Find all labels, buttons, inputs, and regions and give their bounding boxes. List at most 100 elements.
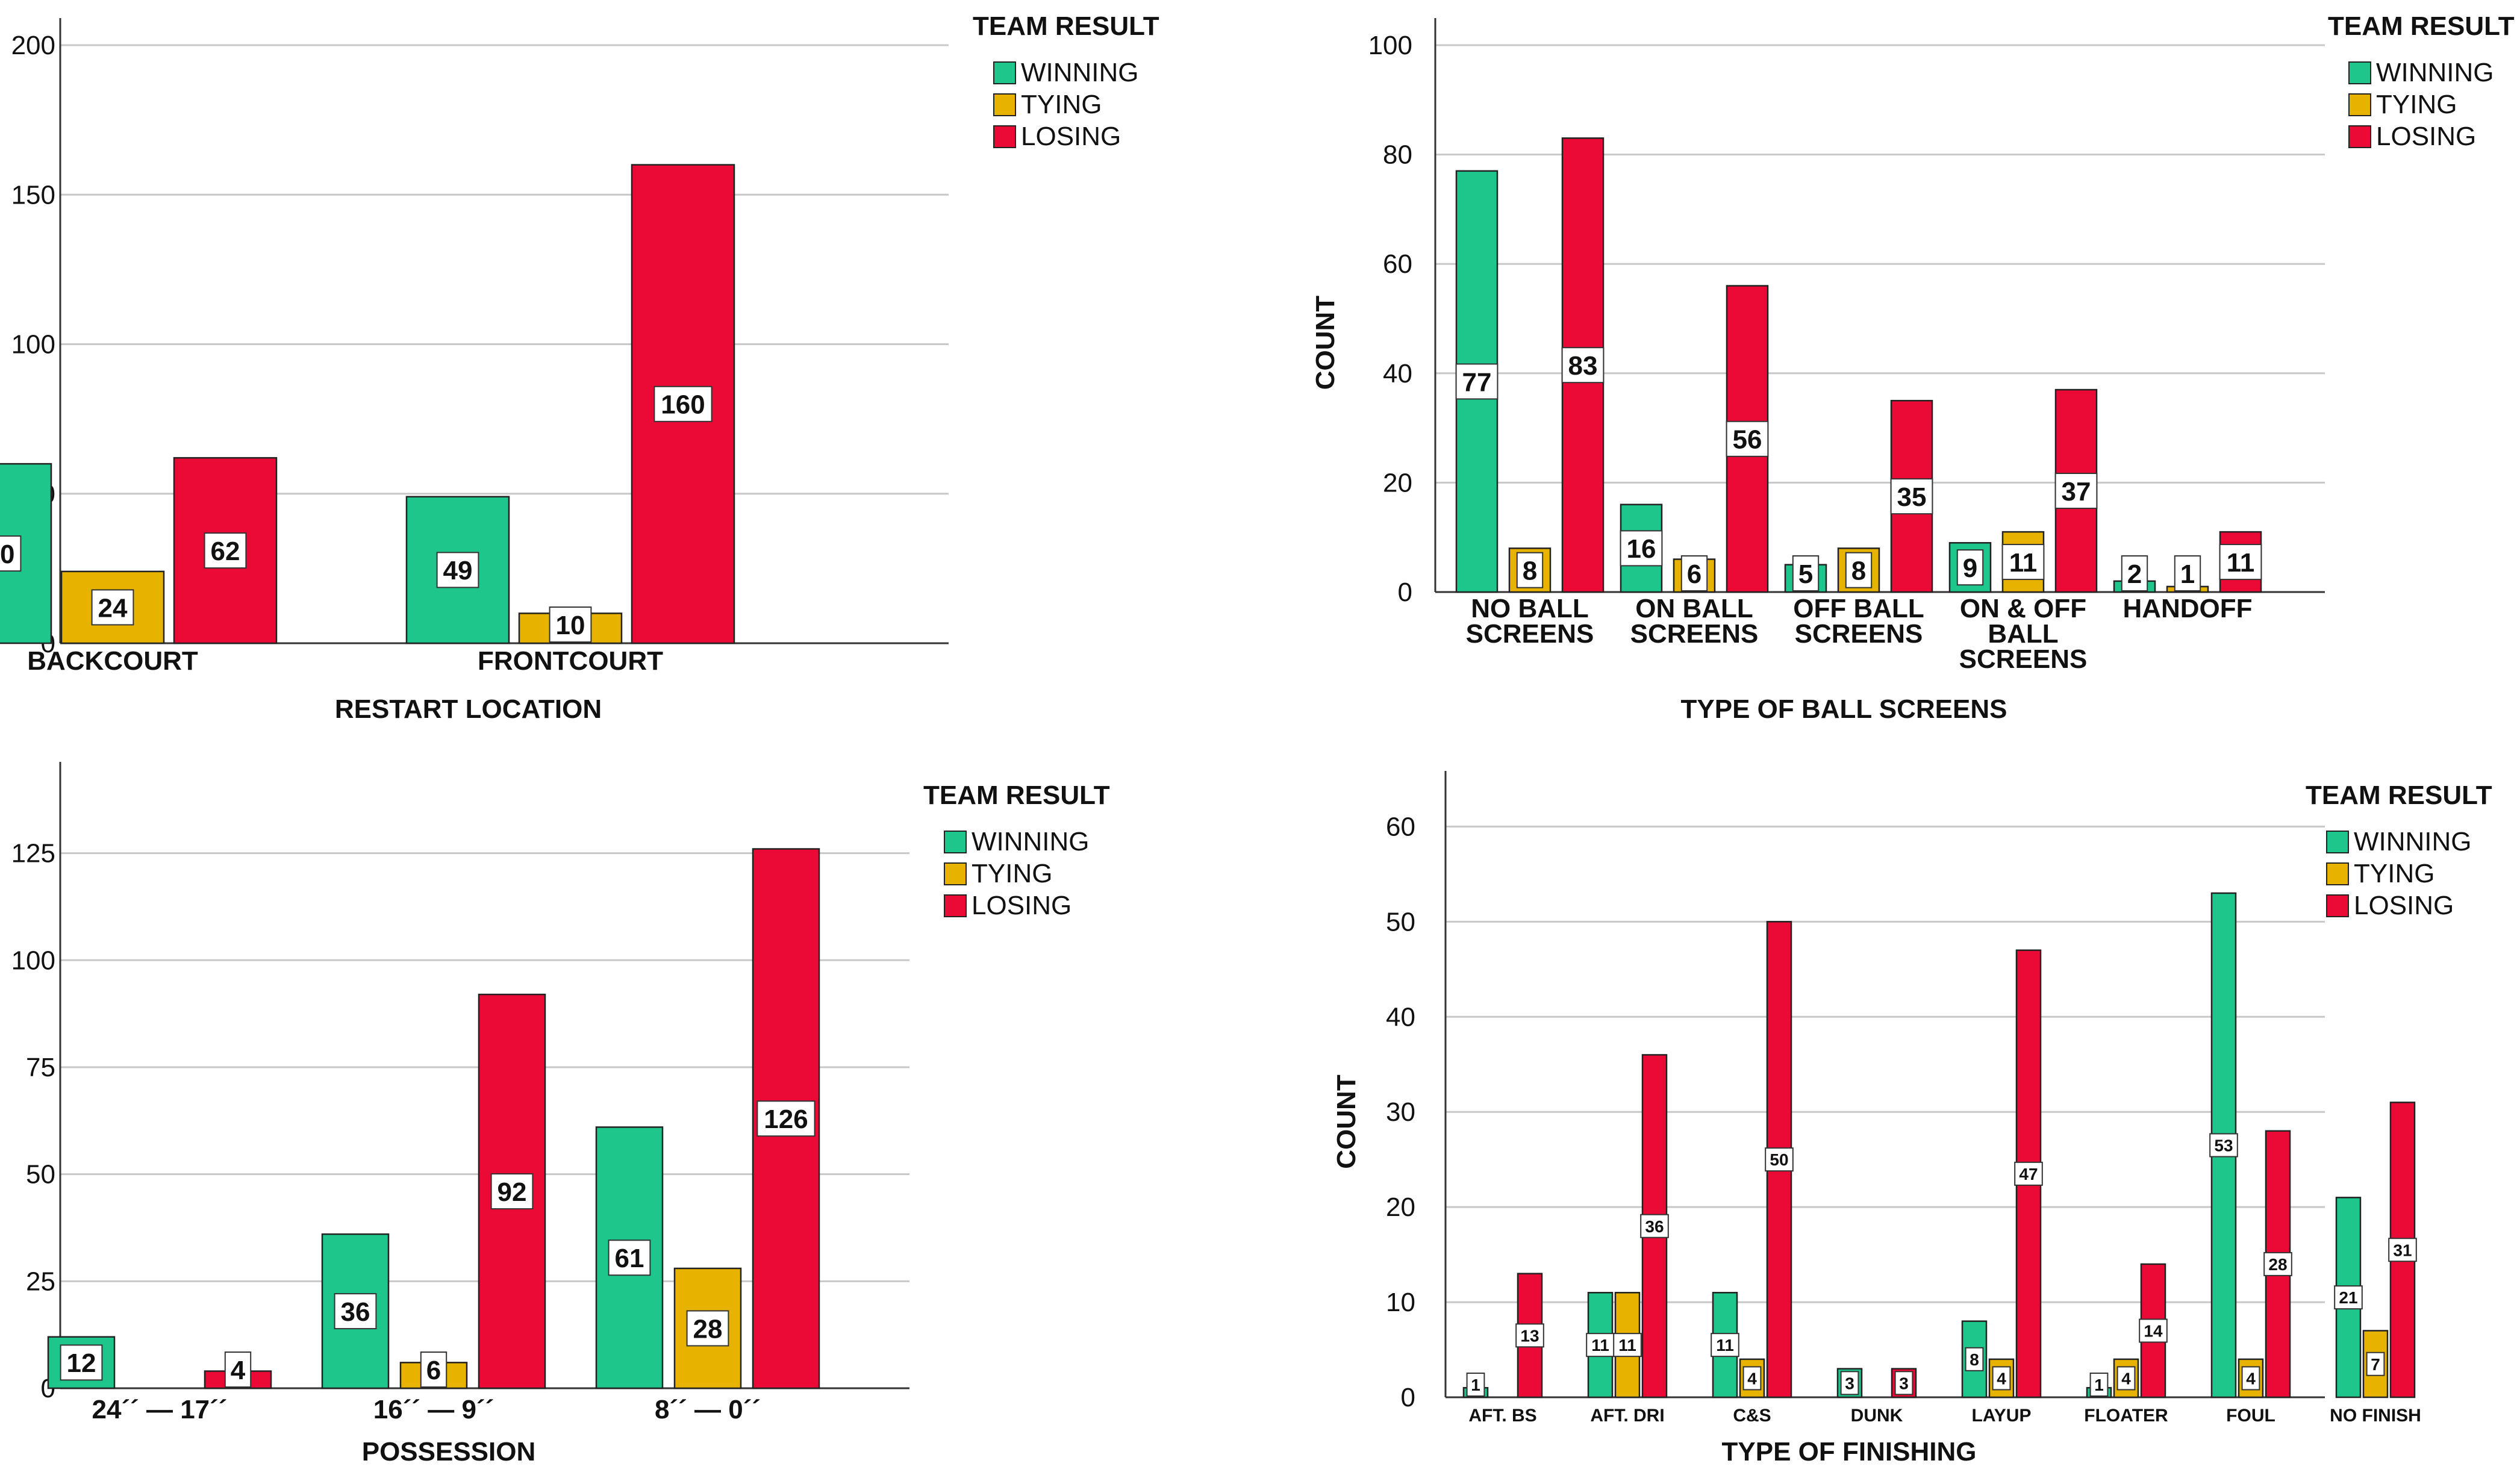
data-label-box xyxy=(1613,1333,1642,1358)
y-tick-label: 0 xyxy=(1398,578,1412,607)
data-label-box xyxy=(1586,1333,1615,1358)
y-tick-label: 20 xyxy=(1386,1192,1415,1222)
y-tick-label: 100 xyxy=(1368,31,1412,60)
x-tick-label: 16´´ — 9´´ xyxy=(373,1395,494,1424)
x-tick-label: HANDOFF xyxy=(2122,594,2252,623)
data-label: 35 xyxy=(1897,482,1927,512)
data-label: 61 xyxy=(615,1244,644,1273)
data-label: 50 xyxy=(1770,1150,1788,1169)
data-label-box xyxy=(204,532,247,569)
y-tick-label: 25 xyxy=(26,1267,55,1296)
y-tick-label: 60 xyxy=(1386,812,1415,841)
x-tick-label: LAYUP xyxy=(1972,1406,2032,1426)
data-label: 62 xyxy=(211,537,240,566)
legend-swatch-winning xyxy=(2326,831,2349,853)
x-axis-title: TYPE OF BALL SCREENS xyxy=(1681,694,2007,724)
data-label: 53 xyxy=(2214,1136,2233,1155)
legend-swatch-tying xyxy=(993,93,1016,116)
data-label: 160 xyxy=(661,390,705,420)
legend: TEAM RESULT WINNING TYING LOSING xyxy=(923,781,1110,920)
data-label: 77 xyxy=(1462,367,1492,397)
data-label: 49 xyxy=(443,556,473,585)
legend: TEAM RESULT WINNING TYING LOSING xyxy=(2306,781,2492,920)
data-label-box xyxy=(224,1352,252,1388)
legend-label: WINNING xyxy=(2354,827,2472,856)
y-tick-label: 40 xyxy=(1386,1002,1415,1032)
data-label-box xyxy=(2209,1133,2238,1158)
y-tick-label: 125 xyxy=(11,839,55,868)
data-label: 28 xyxy=(2268,1255,2287,1274)
data-label-box xyxy=(1466,1373,1485,1397)
data-label: 11 xyxy=(1591,1336,1609,1355)
data-label-box xyxy=(1680,555,1708,591)
data-label-box xyxy=(2121,555,2148,591)
x-tick-label: ON BALL SCREENS xyxy=(1630,594,1759,649)
y-axis-title: COUNT xyxy=(1332,1074,1361,1169)
y-tick-label: 40 xyxy=(1383,359,1412,388)
legend-label: TYING xyxy=(2354,859,2434,888)
data-label-box xyxy=(2116,1366,2136,1391)
data-label-box xyxy=(1894,1371,1913,1395)
data-label: 3 xyxy=(1899,1374,1909,1392)
data-label: 28 xyxy=(693,1314,723,1344)
legend-label: WINNING xyxy=(972,827,1090,856)
data-label-box xyxy=(2139,1318,2168,1343)
data-label-box xyxy=(0,535,22,572)
x-tick-label: NO BALL SCREENS xyxy=(1466,594,1594,649)
data-label-box xyxy=(1992,1366,2011,1391)
data-label-box xyxy=(2001,544,2045,581)
legend: TEAM RESULT WINNING TYING LOSING xyxy=(973,11,1159,151)
data-label: 92 xyxy=(497,1177,527,1207)
data-label: 4 xyxy=(2246,1369,2256,1388)
legend-swatch-losing xyxy=(2326,894,2349,917)
legend-label: TYING xyxy=(972,859,1052,888)
data-label: 11 xyxy=(2227,548,2255,578)
legend: TEAM RESULT WINNING TYING LOSING xyxy=(2328,11,2515,151)
y-tick-label: 50 xyxy=(26,1160,55,1189)
data-label: 13 xyxy=(1520,1326,1539,1345)
y-tick-label: 150 xyxy=(11,180,55,210)
data-label-box xyxy=(549,606,592,643)
chart-panel-2: 0 20 40 60 80 100 77 8 83 NO BALL SCREENS 16 6 56 ON B… xyxy=(1311,11,2515,724)
x-tick-label: ON & OFF BALL SCREENS xyxy=(1959,594,2088,674)
data-label-box xyxy=(91,589,134,626)
y-axis-title: COUNT xyxy=(1311,296,1340,390)
x-tick-label: 8´´ — 0´´ xyxy=(655,1395,761,1424)
data-label-box xyxy=(1742,1366,1762,1391)
data-label: 126 xyxy=(764,1105,808,1134)
x-tick-label: C&S xyxy=(1733,1406,1771,1426)
data-label-box xyxy=(1726,420,1769,457)
data-label-box xyxy=(2388,1238,2417,1262)
data-label-box xyxy=(490,1173,534,1210)
legend-label: LOSING xyxy=(972,891,1071,920)
x-tick-label: OFF BALL SCREENS xyxy=(1793,594,1924,649)
data-label: 83 xyxy=(1568,351,1598,381)
data-label: 6 xyxy=(1687,560,1701,589)
data-label: 12 xyxy=(67,1348,96,1378)
y-tick-label: 20 xyxy=(1383,468,1412,497)
data-label: 47 xyxy=(2019,1165,2038,1183)
x-axis-title: RESTART LOCATION xyxy=(335,694,602,724)
data-label: 9 xyxy=(1963,553,1977,583)
legend-swatch-winning xyxy=(944,831,967,853)
data-label-box xyxy=(1640,1214,1669,1238)
data-label: 4 xyxy=(231,1356,246,1385)
data-label-box xyxy=(1455,363,1499,400)
data-label-box xyxy=(2241,1366,2260,1391)
legend-title: TEAM RESULT xyxy=(973,11,1159,41)
legend-swatch-tying xyxy=(2326,862,2349,885)
data-label: 16 xyxy=(1627,534,1656,564)
data-label-box xyxy=(756,1100,816,1137)
data-label-box xyxy=(2366,1352,2385,1376)
data-label: 1 xyxy=(1471,1376,1480,1394)
data-label: 6 xyxy=(426,1356,441,1385)
data-label: 8 xyxy=(1970,1350,1979,1369)
data-label-box xyxy=(2263,1252,2292,1276)
data-label-box xyxy=(1516,552,1544,588)
data-label-box xyxy=(1620,530,1663,567)
data-label-box xyxy=(2014,1161,2043,1186)
y-tick-label: 200 xyxy=(11,31,55,60)
data-label: 11 xyxy=(2009,548,2038,578)
